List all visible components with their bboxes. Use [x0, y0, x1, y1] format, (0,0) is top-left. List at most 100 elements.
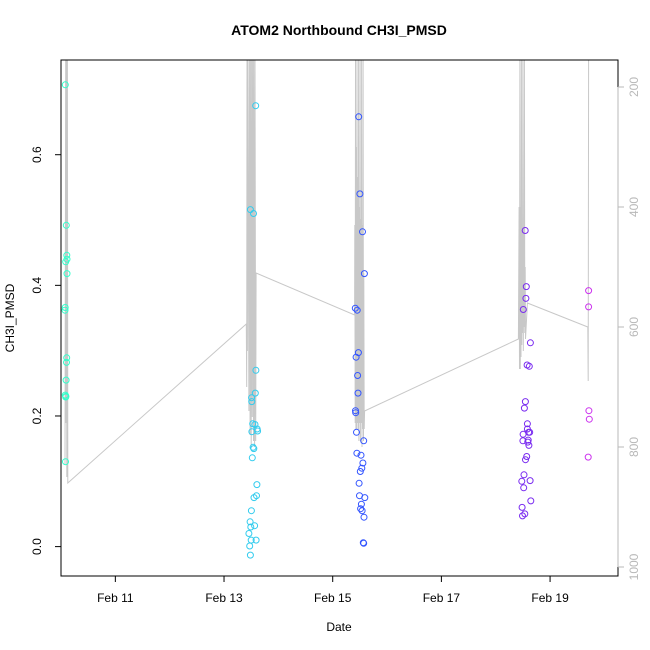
x-axis: Feb 11 Feb 13 Feb 15 Feb 17 Feb 19 [97, 576, 569, 605]
data-point [519, 306, 527, 313]
y-tick-label: 0.2 [30, 407, 44, 424]
data-point [519, 512, 526, 520]
data-point [357, 500, 365, 508]
data-point [245, 530, 253, 537]
data-point [518, 477, 526, 485]
y2-tick-label: 1000 [627, 553, 641, 580]
chart-title: ATOM2 Northbound CH3I_PMSD [231, 22, 447, 38]
data-point [520, 484, 528, 492]
data-point [246, 518, 254, 526]
data-point [63, 270, 71, 278]
data-point [63, 358, 70, 366]
data-point [248, 398, 256, 406]
data-point [357, 451, 365, 459]
data-point [252, 102, 260, 110]
y2-tick-label: 400 [627, 197, 641, 217]
data-point [61, 306, 69, 314]
data-point [353, 449, 361, 457]
data-point [355, 479, 363, 487]
data-point [353, 306, 361, 314]
data-point [358, 507, 366, 515]
data-point [353, 428, 360, 436]
secondary-y-axis: 200 400 600 800 1000 [617, 77, 641, 580]
data-point [360, 437, 368, 445]
data-point [523, 453, 531, 460]
x-tick-label: Feb 11 [97, 591, 134, 605]
data-point [521, 510, 529, 518]
data-point [248, 454, 256, 462]
y2-tick-label: 600 [627, 317, 641, 337]
pressure-series-line [64, 59, 590, 485]
data-point [585, 303, 593, 311]
data-point [520, 471, 528, 479]
data-point [254, 427, 262, 435]
data-point [359, 459, 367, 467]
data-point [357, 505, 365, 513]
pressure-line [64, 59, 590, 485]
data-point [61, 304, 69, 311]
data-point [253, 481, 261, 489]
data-point [526, 339, 534, 347]
data-point [522, 283, 530, 291]
data-point [522, 456, 529, 464]
data-point [361, 494, 369, 502]
data-point [521, 227, 529, 234]
data-point [355, 113, 363, 121]
data-point [250, 210, 257, 217]
data-point [585, 415, 593, 423]
data-point [247, 507, 255, 515]
plot-frame [60, 59, 619, 577]
data-point [354, 372, 362, 379]
data-point [525, 441, 533, 449]
x-tick-label: Feb 13 [205, 591, 243, 605]
data-point [248, 394, 256, 402]
data-point [352, 409, 360, 417]
data-point [247, 536, 255, 544]
data-point [526, 428, 534, 436]
data-point [354, 349, 362, 357]
data-point [585, 287, 593, 295]
y-tick-label: 0.0 [30, 538, 44, 555]
data-point [360, 539, 368, 547]
x-axis-label: Date [326, 620, 352, 634]
y-axis-label: CH3I_PMSD [3, 283, 17, 352]
y-tick-label: 0.6 [30, 146, 44, 163]
y2-tick-label: 800 [627, 437, 641, 457]
data-point [523, 420, 531, 428]
data-point [521, 398, 529, 406]
data-point [246, 551, 254, 559]
data-point [251, 522, 259, 530]
data-point [351, 304, 359, 312]
data-point [520, 404, 528, 412]
x-tick-label: Feb 17 [423, 591, 461, 605]
y-tick-label: 0.4 [30, 277, 44, 294]
data-point [62, 221, 70, 229]
data-point [584, 453, 592, 461]
data-point [356, 190, 364, 198]
data-point [358, 464, 366, 472]
data-points [61, 81, 593, 559]
data-point [360, 513, 368, 521]
data-point [519, 437, 527, 445]
y2-tick-label: 200 [627, 77, 641, 97]
data-point [63, 255, 71, 263]
data-point [251, 389, 259, 397]
x-tick-label: Feb 15 [314, 591, 352, 605]
data-point [63, 251, 71, 259]
data-point [518, 503, 526, 511]
y-axis: 0.0 0.2 0.4 0.6 [30, 146, 61, 555]
data-point [526, 477, 534, 485]
data-point [253, 492, 260, 500]
data-point [359, 228, 366, 236]
data-point [62, 393, 70, 401]
data-point [585, 407, 593, 415]
data-point [522, 294, 530, 302]
data-point [62, 376, 70, 384]
data-point [356, 468, 364, 475]
data-point [252, 366, 260, 374]
data-point [524, 436, 532, 444]
data-point [527, 497, 535, 505]
x-tick-label: Feb 19 [531, 591, 569, 605]
data-point [62, 458, 69, 466]
